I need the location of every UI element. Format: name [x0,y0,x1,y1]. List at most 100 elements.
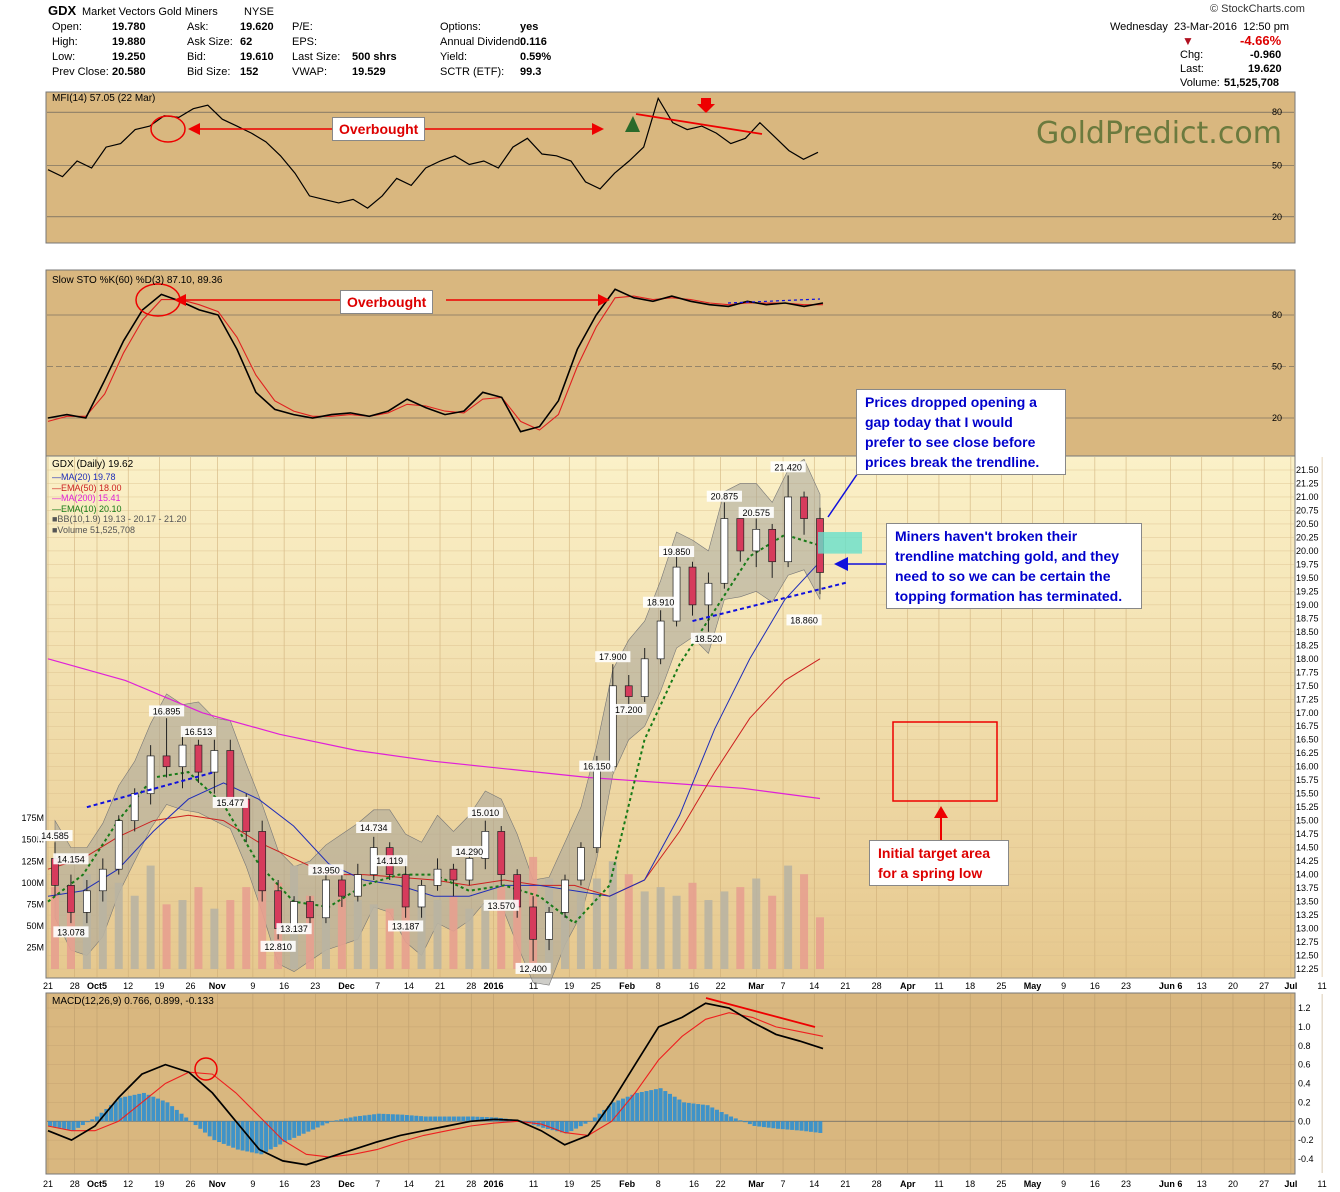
price-label-bg [180,726,217,738]
candle-body [449,868,458,881]
price-label-bg [276,923,312,935]
candle-body [83,890,91,913]
macd-histogram-bar [653,1089,658,1122]
quote-field-value: 0.116 [520,36,547,48]
macd-histogram-bar [362,1115,367,1122]
arrow-right-icon [598,294,610,306]
y-tick-label: 19.25 [1296,586,1319,596]
macd-histogram-bar [386,1114,391,1122]
x-tick-label: 7 [375,1179,380,1189]
candle-body [274,890,282,929]
y-tick-label: 12.25 [1296,964,1319,974]
volume-bar [497,887,506,969]
x-tick-label: 14 [404,1179,414,1189]
macd-histogram-bar [780,1121,785,1130]
y-tick-label: 20 [1272,212,1282,222]
candle-body [353,874,362,897]
price-label: 20.875 [711,492,739,502]
quote-field-label: Ask: [187,21,209,33]
candle-body [130,793,139,821]
macd-histogram-bar [348,1117,353,1122]
macd-histogram-bar [268,1121,273,1150]
macd-histogram-bar [691,1103,696,1122]
volume-bar [513,874,522,969]
quote-date: Wednesday 23-Mar-2016 12:50 pm [1110,21,1289,33]
y-tick-label: 20.25 [1296,532,1319,542]
macd-histogram-bar [264,1121,269,1152]
arrow-left-icon [834,557,848,571]
quote-field-label: SCTR (ETF): [440,66,505,78]
candle-body [146,755,155,795]
x-tick-label: Apr [900,981,916,991]
x-tick-label: Dec [338,1179,355,1189]
y-tick-label: 13.50 [1296,897,1319,907]
macd-histogram-bar [466,1116,471,1122]
volume-bar [178,900,187,969]
x-tick-label: 8 [656,1179,661,1189]
y-tick-label: 0.0 [1298,1116,1311,1126]
quote-field-value: 19.610 [240,51,274,63]
legend-entry: —MA(200) 15.41 [52,493,121,503]
y-tick-label: 15.25 [1296,802,1319,812]
y-tick-label: -0.4 [1298,1154,1314,1164]
x-tick-label: May [1024,1179,1042,1189]
x-tick-label: 7 [375,981,380,991]
volume-bar [162,904,171,969]
macd-histogram-bar [639,1091,644,1122]
macd-histogram-bar [404,1115,409,1122]
volume-bar [337,891,346,969]
volume-bar [688,882,697,969]
x-tick-label: 7 [781,1179,786,1189]
macd-histogram-bar [447,1116,452,1122]
macd-histogram-bar [188,1121,193,1122]
price-label-bg [260,940,296,952]
macd-histogram-bar [630,1094,635,1122]
x-tick-label: 23 [1121,981,1131,991]
x-tick-label: 21 [43,981,53,991]
y-tick-label: 80 [1272,310,1282,320]
macd-histogram-bar [790,1121,795,1130]
price-label-bg [372,855,408,867]
x-tick-label: 12 [123,1179,133,1189]
volume-bar [816,917,824,969]
sto-title: Slow STO %K(60) %D(3) 87.10, 89.36 [52,275,223,286]
candle-body [784,496,792,563]
volume-tick-label: 125M [21,856,44,866]
macd-histogram-bar [771,1121,776,1129]
macd-histogram-bar [719,1112,724,1122]
y-tick-label: 14.00 [1296,870,1319,880]
x-tick-label: 18 [965,981,975,991]
price-label-bg [595,651,631,663]
divergence-line [635,113,763,135]
y-tick-label: 80 [1272,107,1282,117]
macd-histogram-bar [90,1119,95,1122]
x-tick-label: 28 [872,1179,882,1189]
x-tick-label: Dec [338,981,355,991]
macd-histogram-bar [249,1121,254,1153]
macd-histogram-bar [794,1121,799,1131]
price-label: 14.119 [376,856,403,866]
x-tick-label: 16 [1090,1179,1100,1189]
exchange: NYSE [244,6,274,18]
x-tick-label: 20 [1228,1179,1238,1189]
macd-histogram-bar [151,1096,156,1122]
candle-body [258,831,267,892]
volume-bar [146,865,155,969]
macd-histogram-bar [470,1116,475,1122]
macd-histogram-bar [700,1104,705,1122]
price-label: 16.150 [583,762,611,772]
volume-bar [210,908,219,969]
quote-field-value: 99.3 [520,66,542,78]
x-tick-label: Jul [1284,1179,1297,1189]
volume-bar [752,878,761,969]
quote-field-label: Bid Size: [187,66,231,78]
quote-field-value: 19.620 [240,21,274,33]
price-label: 18.520 [695,634,723,644]
price-label-bg [388,920,424,932]
candle-body [561,879,569,913]
candle-body [545,912,553,940]
macd-histogram-bar [522,1121,527,1122]
macd-histogram-bar [254,1121,259,1154]
y-tick-label: 1.2 [1298,1003,1311,1013]
price-label-bg [738,506,774,518]
